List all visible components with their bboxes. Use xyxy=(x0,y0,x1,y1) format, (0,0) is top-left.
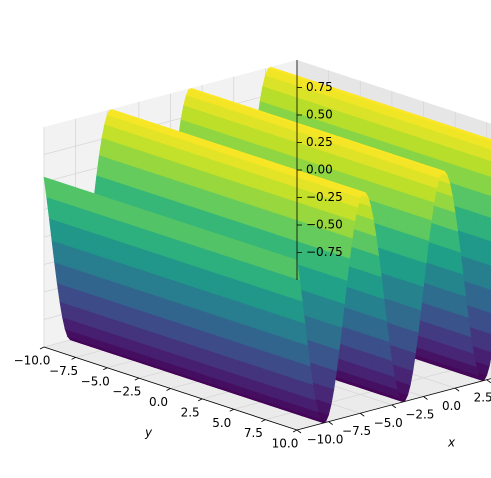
surface-facet xyxy=(481,158,491,177)
surface-facet xyxy=(404,328,419,354)
z-tick-label: 0.00 xyxy=(306,163,333,177)
x-axis-label: x xyxy=(447,436,456,450)
surface-facet xyxy=(481,238,491,266)
tick-labels: −10.0−7.5−5.0−2.50.02.55.07.510.0 −10.0−7… xyxy=(14,80,491,451)
grid-z-back xyxy=(43,87,298,155)
axis-lines xyxy=(39,60,491,434)
z-tick-label: 0.75 xyxy=(306,80,333,94)
z-tick-label: 0.25 xyxy=(306,135,333,149)
y-tick-mark xyxy=(166,388,171,391)
y-tick-mark xyxy=(134,377,140,381)
x-tick-label: −10.0 xyxy=(307,433,344,447)
y-tick-mark xyxy=(39,346,45,350)
x-tick-mark xyxy=(454,387,460,392)
surface-facet xyxy=(325,346,340,372)
surface-facet xyxy=(483,310,491,335)
x-tick-mark xyxy=(486,379,491,384)
surface-facet xyxy=(349,189,364,199)
x-tick-label: −5.0 xyxy=(374,416,403,430)
x-tick-mark xyxy=(391,404,397,409)
surface-facet xyxy=(286,256,301,281)
z-tick-label: −0.25 xyxy=(306,190,343,204)
surface-facet xyxy=(412,259,427,287)
y-tick-label: −7.5 xyxy=(49,364,78,378)
y-tick-label: 0.0 xyxy=(149,395,168,409)
z-tick-label: 0.50 xyxy=(306,108,333,122)
y-tick-mark xyxy=(103,367,108,371)
surface-facet xyxy=(409,282,424,311)
x-tick-mark xyxy=(296,429,302,434)
surface-facet xyxy=(417,216,432,241)
surface-facet xyxy=(428,168,443,179)
y-tick-mark xyxy=(292,429,298,433)
surface-facet xyxy=(330,299,345,328)
surface-facet xyxy=(486,288,491,314)
z-tick-label: −0.75 xyxy=(306,245,343,259)
surface-facet xyxy=(333,276,348,305)
y-tick-label: 5.0 xyxy=(212,416,231,430)
surface-facet xyxy=(478,173,491,196)
y-tick-mark xyxy=(261,419,266,422)
surface-facet xyxy=(407,306,422,333)
y-tick-label: 2.5 xyxy=(181,405,200,419)
x-tick-label: −7.5 xyxy=(342,424,371,438)
surface-facet xyxy=(486,141,491,150)
x-tick-label: 2.5 xyxy=(474,391,491,405)
y-tick-label: −5.0 xyxy=(81,374,110,388)
x-tick-label: 0.0 xyxy=(442,399,461,413)
y-tick-label: 10.0 xyxy=(272,437,299,451)
surface-facet xyxy=(483,147,491,162)
surface-facet xyxy=(415,236,430,264)
surface-facet xyxy=(478,261,491,290)
surface-facet xyxy=(478,348,491,367)
y-tick-label: 7.5 xyxy=(244,426,263,440)
surface-facet xyxy=(323,367,337,390)
y-tick-mark xyxy=(71,357,76,360)
y-tick-mark xyxy=(197,398,203,402)
y-tick-label: −10.0 xyxy=(14,354,51,368)
y-tick-mark xyxy=(229,408,234,412)
surface-facet xyxy=(486,194,491,218)
surface-facet xyxy=(481,331,491,353)
surface-facet xyxy=(328,323,343,351)
x-tick-label: −2.5 xyxy=(405,407,434,421)
x-tick-mark xyxy=(423,396,428,400)
x-tick-mark xyxy=(328,421,333,425)
z-tick-label: −0.50 xyxy=(306,218,343,232)
surface-facet xyxy=(483,215,491,242)
surface-mesh xyxy=(43,66,491,424)
surface-facet xyxy=(420,198,435,221)
y-axis-label: y xyxy=(144,426,153,440)
surface-facet xyxy=(402,349,416,372)
y-tick-label: −2.5 xyxy=(112,385,141,399)
x-tick-mark xyxy=(360,412,365,417)
